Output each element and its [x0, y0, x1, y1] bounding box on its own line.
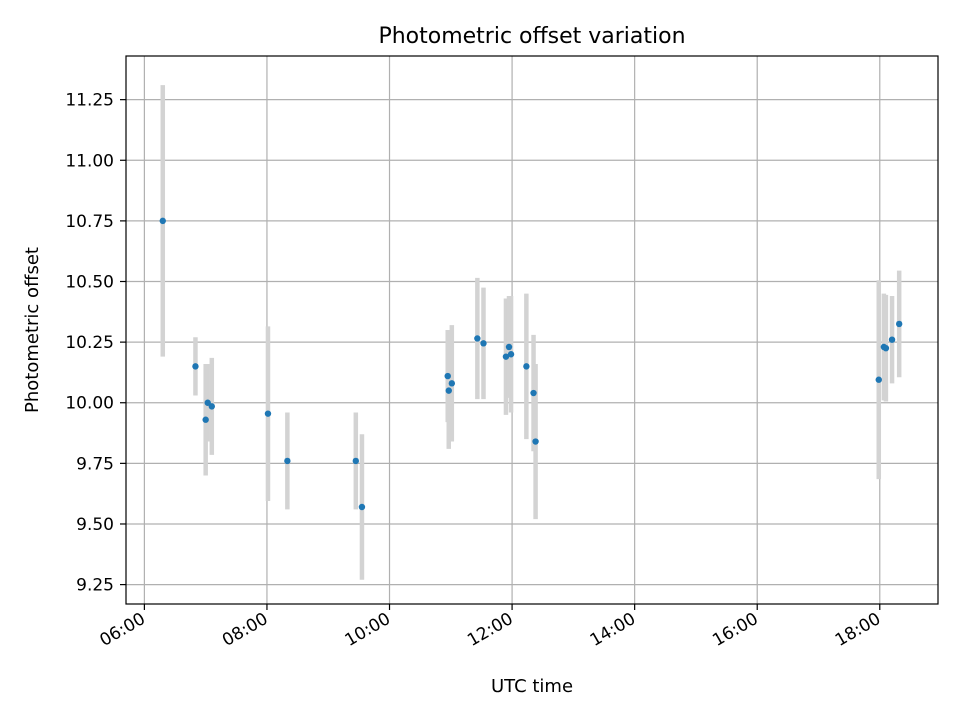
- data-point: [875, 376, 882, 383]
- x-tick-label: 18:00: [832, 609, 884, 651]
- x-tick-label: 06:00: [96, 609, 148, 651]
- data-point: [202, 416, 209, 423]
- data-point: [204, 399, 211, 406]
- y-tick-label: 10.75: [65, 212, 114, 232]
- data-point: [192, 363, 199, 370]
- y-tick-label: 9.25: [76, 576, 114, 596]
- data-point: [888, 336, 896, 343]
- y-tick-label: 10.25: [65, 333, 114, 353]
- y-axis-ticks: 9.25 9.50 9.75 10.00 10.25 10.50 10.75 11.00 11.…: [65, 91, 126, 596]
- x-tick-label: 16:00: [709, 609, 761, 651]
- data-point: [159, 217, 166, 225]
- y-tick-label: 11.00: [65, 151, 114, 171]
- y-tick-label: 10.50: [65, 273, 114, 293]
- data-point: [444, 372, 451, 380]
- x-axis-label: UTC time: [491, 676, 573, 697]
- y-tick-label: 10.00: [65, 394, 114, 414]
- grid-lines: [126, 56, 938, 604]
- x-tick-label: 10:00: [342, 609, 394, 651]
- data-point: [507, 351, 515, 358]
- x-axis-ticks: 06:00 08:00 10:00 12:00 14:00 16:00 18:00: [96, 604, 884, 651]
- data-point: [474, 335, 481, 342]
- data-point: [895, 320, 903, 328]
- data-point: [505, 343, 513, 351]
- y-tick-label: 11.25: [65, 91, 114, 111]
- y-axis-label: Photometric offset: [22, 247, 43, 413]
- data-points: [159, 217, 903, 511]
- data-point: [445, 387, 452, 394]
- data-point: [480, 340, 487, 347]
- data-point: [208, 403, 215, 410]
- data-point: [502, 353, 510, 360]
- x-tick-label: 08:00: [219, 609, 271, 651]
- data-point: [882, 344, 890, 352]
- data-point: [284, 457, 291, 465]
- plot-frame: [125, 55, 939, 605]
- data-point: [530, 389, 537, 397]
- data-point: [532, 438, 539, 445]
- chart-title: Photometric offset variation: [378, 24, 685, 49]
- y-tick-label: 9.50: [76, 515, 114, 535]
- data-point: [264, 410, 272, 417]
- y-tick-label: 9.75: [76, 454, 114, 474]
- error-bars: [160, 85, 902, 580]
- data-point: [352, 457, 360, 465]
- data-point: [523, 363, 530, 370]
- data-point: [358, 503, 366, 511]
- x-tick-label: 14:00: [587, 609, 639, 651]
- data-point: [448, 380, 456, 387]
- x-tick-label: 12:00: [464, 609, 516, 651]
